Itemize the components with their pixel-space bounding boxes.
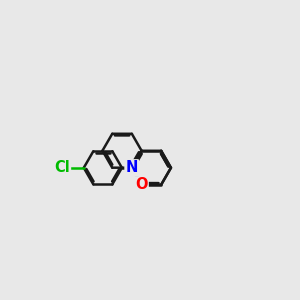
Text: N: N [125,160,138,175]
Text: O: O [135,177,148,192]
Text: Cl: Cl [54,160,70,175]
